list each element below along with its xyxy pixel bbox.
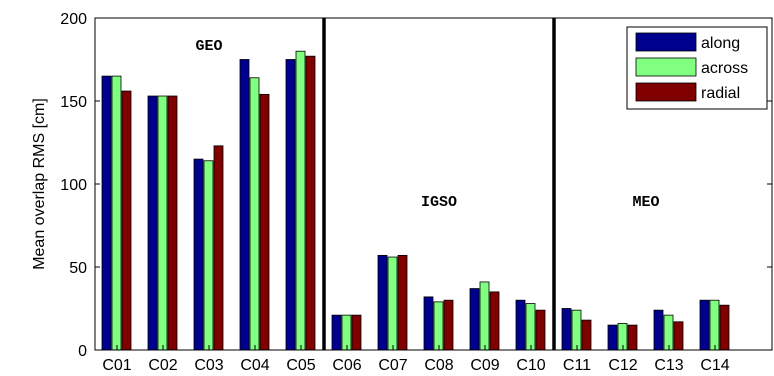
x-tick-label: C03 <box>194 357 223 374</box>
bar-along-c04 <box>239 59 250 351</box>
x-tick-label: C12 <box>608 357 637 374</box>
bar-across-c04 <box>249 77 260 351</box>
bar-along-c12 <box>607 324 618 351</box>
bar-along-c14 <box>699 299 710 351</box>
bar-along-c06 <box>331 314 342 351</box>
bar-along-c10 <box>515 299 526 351</box>
legend-swatch-radial <box>635 82 697 102</box>
bar-radial-c04 <box>259 93 270 351</box>
bar-along-c05 <box>285 59 296 351</box>
x-tick-label: C04 <box>240 357 269 374</box>
bar-across-c03 <box>203 160 214 351</box>
y-axis-title: Mean overlap RMS [cm] <box>31 98 48 270</box>
bar-radial-c03 <box>213 145 224 351</box>
legend: along across radial <box>626 26 768 110</box>
plot-frame <box>94 17 773 351</box>
bar-across-c11 <box>571 309 582 351</box>
bar-across-c07 <box>387 256 398 351</box>
y-tick-label: 150 <box>60 94 87 111</box>
bar-radial-c10 <box>535 309 546 351</box>
bar-radial-c07 <box>397 254 408 351</box>
x-tick-label: C07 <box>378 357 407 374</box>
bar-radial-c02 <box>167 95 178 351</box>
bar-across-c08 <box>433 301 444 351</box>
legend-label-across: across <box>701 60 748 77</box>
bar-along-c13 <box>653 309 664 351</box>
y-tick-label: 200 <box>60 11 87 28</box>
x-tick-label: C06 <box>332 357 361 374</box>
bar-radial-c08 <box>443 299 454 351</box>
bar-along-c08 <box>423 296 434 351</box>
x-tick-label: C13 <box>654 357 683 374</box>
bar-along-c03 <box>193 158 204 351</box>
bar-radial-c11 <box>581 319 592 351</box>
y-tick-label: 100 <box>60 177 87 194</box>
legend-label-radial: radial <box>701 85 740 102</box>
bar-radial-c01 <box>121 90 132 351</box>
x-tick-label: C14 <box>700 357 729 374</box>
group-label-meo: MEO <box>632 194 659 211</box>
x-tick-label: C01 <box>102 357 131 374</box>
bar-radial-c09 <box>489 291 500 351</box>
bar-across-c10 <box>525 303 536 351</box>
legend-label-along: along <box>701 35 740 52</box>
group-label-geo: GEO <box>195 38 222 55</box>
bar-radial-c13 <box>673 321 684 351</box>
x-tick-label: C05 <box>286 357 315 374</box>
y-tick-label: 0 <box>78 343 87 360</box>
y-tick-label: 50 <box>69 260 87 277</box>
bar-across-c06 <box>341 314 352 351</box>
x-tick-label: C08 <box>424 357 453 374</box>
bar-radial-c05 <box>305 55 316 351</box>
bar-across-c01 <box>111 75 122 351</box>
x-tick-label: C10 <box>516 357 545 374</box>
bar-across-c05 <box>295 50 306 351</box>
bar-along-c07 <box>377 254 388 351</box>
bar-across-c09 <box>479 281 490 351</box>
bar-along-c11 <box>561 308 572 351</box>
bar-along-c02 <box>147 95 158 351</box>
bar-radial-c12 <box>627 324 638 351</box>
bar-along-c09 <box>469 288 480 351</box>
bar-across-c14 <box>709 299 720 351</box>
bar-across-c02 <box>157 95 168 351</box>
legend-swatch-along <box>635 32 697 52</box>
bar-along-c01 <box>101 75 112 351</box>
x-tick-label: C11 <box>563 357 591 374</box>
bar-radial-c14 <box>719 304 730 351</box>
group-label-igso: IGSO <box>421 194 457 211</box>
bar-radial-c06 <box>351 314 362 351</box>
legend-swatch-across <box>635 57 697 77</box>
bar-across-c13 <box>663 314 674 351</box>
x-tick-label: C09 <box>470 357 499 374</box>
x-tick-label: C02 <box>148 357 177 374</box>
